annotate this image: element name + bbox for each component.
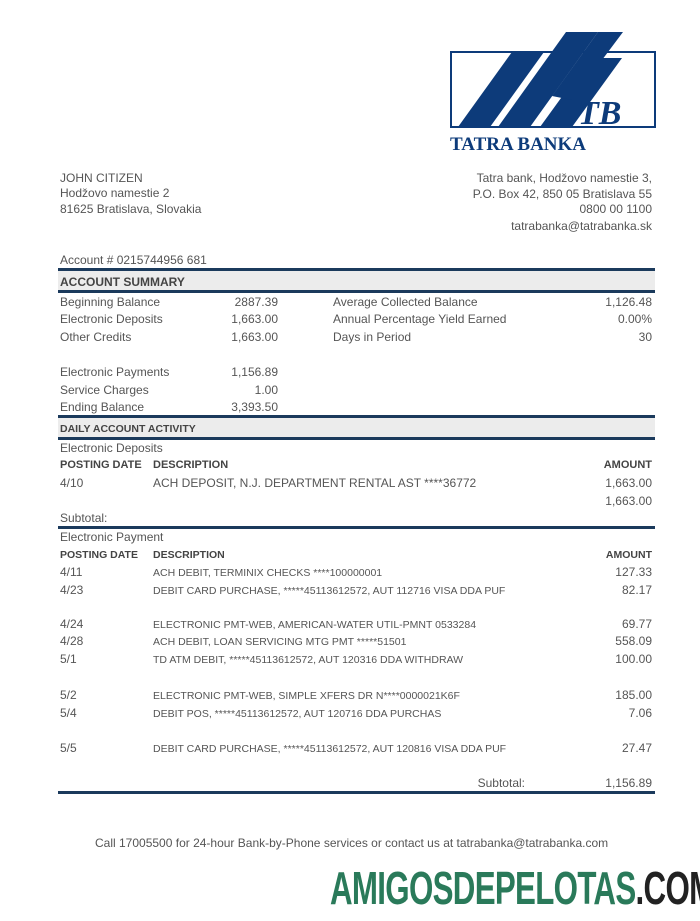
summary-label: Service Charges xyxy=(60,383,149,397)
payments-subtotal-label: Subtotal: xyxy=(477,776,525,790)
summary-label: Other Credits xyxy=(60,330,132,344)
divider xyxy=(58,437,655,440)
amount: 7.06 xyxy=(628,706,652,720)
col-amount: AMOUNT xyxy=(605,549,652,561)
description: DEBIT CARD PURCHASE, *****45113612572, A… xyxy=(153,585,506,597)
posting-date: 5/5 xyxy=(60,741,77,755)
amount: 27.47 xyxy=(621,741,652,755)
posting-date: 4/10 xyxy=(60,476,84,490)
divider xyxy=(58,415,655,418)
description: ACH DEBIT, TERMINIX CHECKS ****100000001 xyxy=(153,567,383,579)
customer-city: 81625 Bratislava, Slovakia xyxy=(60,202,202,216)
summary-value: 1,156.89 xyxy=(231,365,278,379)
summary-header-band xyxy=(58,271,655,290)
footer-note: Call 17005500 for 24-hour Bank-by-Phone … xyxy=(95,836,609,850)
description: ACH DEPOSIT, N.J. DEPARTMENT RENTAL AST … xyxy=(153,476,477,490)
bank-address-line2: P.O. Box 42, 850 05 Bratislava 55 xyxy=(472,187,652,201)
summary-value: 1,126.48 xyxy=(605,295,652,309)
divider xyxy=(58,791,655,794)
description: TD ATM DEBIT, *****45113612572, AUT 1203… xyxy=(153,654,464,666)
summary-label: Ending Balance xyxy=(60,400,145,414)
watermark: AMIGOSDEPELOTAS.COM xyxy=(330,862,700,914)
amount: 127.33 xyxy=(615,565,652,579)
description: DEBIT CARD PURCHASE, *****45113612572, A… xyxy=(153,743,507,755)
summary-value: 3,393.50 xyxy=(231,400,278,414)
posting-date: 5/1 xyxy=(60,652,77,666)
bank-email: tatrabanka@tatrabanka.sk xyxy=(511,219,652,233)
posting-date: 4/23 xyxy=(60,583,84,597)
col-posting-date: POSTING DATE xyxy=(60,549,138,561)
logo-wordmark: TATRA BANKA xyxy=(450,134,586,153)
summary-value: 2887.39 xyxy=(234,295,278,309)
amount: 69.77 xyxy=(621,617,652,631)
posting-date: 4/11 xyxy=(60,565,83,579)
posting-date: 5/2 xyxy=(60,688,77,702)
customer-name: JOHN CITIZEN xyxy=(60,171,143,185)
summary-value: 1,663.00 xyxy=(231,312,278,326)
divider xyxy=(58,526,655,529)
summary-value: 30 xyxy=(638,330,652,344)
bank-phone: 0800 00 1100 xyxy=(579,202,652,216)
amount: 558.09 xyxy=(615,634,652,648)
bank-address-line1: Tatra bank, Hodžovo namestie 3, xyxy=(476,171,652,185)
posting-date: 4/24 xyxy=(60,617,84,631)
summary-value: 0.00% xyxy=(617,312,652,326)
description: ELECTRONIC PMT-WEB, SIMPLE XFERS DR N***… xyxy=(153,690,460,702)
amount: 100.00 xyxy=(615,652,652,666)
divider xyxy=(58,290,655,293)
customer-street: Hodžovo namestie 2 xyxy=(60,186,170,200)
summary-label: Days in Period xyxy=(333,330,412,344)
posting-date: 5/4 xyxy=(60,706,77,720)
summary-value: 1,663.00 xyxy=(231,330,278,344)
description: DEBIT POS, *****45113612572, AUT 120716 … xyxy=(153,708,442,720)
summary-label: Beginning Balance xyxy=(60,295,161,309)
deposits-section-title: Electronic Deposits xyxy=(60,441,163,455)
col-description: DESCRIPTION xyxy=(153,459,229,471)
account-number: Account # 0215744956 681 xyxy=(60,253,207,267)
summary-label: Electronic Deposits xyxy=(60,312,163,326)
col-amount: AMOUNT xyxy=(603,459,652,471)
payments-section-title: Electronic Payment xyxy=(60,530,164,544)
description: ELECTRONIC PMT-WEB, AMERICAN-WATER UTIL-… xyxy=(153,619,477,631)
activity-header-band xyxy=(58,418,655,437)
tatra-banka-logo: TB TATRA BANKA xyxy=(448,28,660,155)
description: ACH DEBIT, LOAN SERVICING MTG PMT *****5… xyxy=(153,636,407,648)
payments-subtotal-value: 1,156.89 xyxy=(605,776,652,790)
amount: 82.17 xyxy=(621,583,652,597)
amount: 1,663.00 xyxy=(605,476,652,490)
posting-date: 4/28 xyxy=(60,634,84,648)
divider xyxy=(58,268,655,271)
summary-label: Average Collected Balance xyxy=(333,295,478,309)
summary-label: Electronic Payments xyxy=(60,365,170,379)
watermark-dark: .COM xyxy=(635,862,700,914)
summary-label: Annual Percentage Yield Earned xyxy=(333,312,507,326)
amount: 185.00 xyxy=(615,688,652,702)
account-summary-title: ACCOUNT SUMMARY xyxy=(60,275,185,289)
col-posting-date: POSTING DATE xyxy=(60,459,142,471)
deposits-subtotal-label: Subtotal: xyxy=(60,511,108,525)
deposits-subtotal-value: 1,663.00 xyxy=(605,494,652,508)
summary-value: 1.00 xyxy=(254,383,278,397)
daily-activity-title: DAILY ACCOUNT ACTIVITY xyxy=(60,423,196,435)
watermark-green: AMIGOSDEPELOTAS xyxy=(330,862,636,914)
logo-monogram: TB xyxy=(578,95,621,132)
col-description: DESCRIPTION xyxy=(153,549,225,561)
